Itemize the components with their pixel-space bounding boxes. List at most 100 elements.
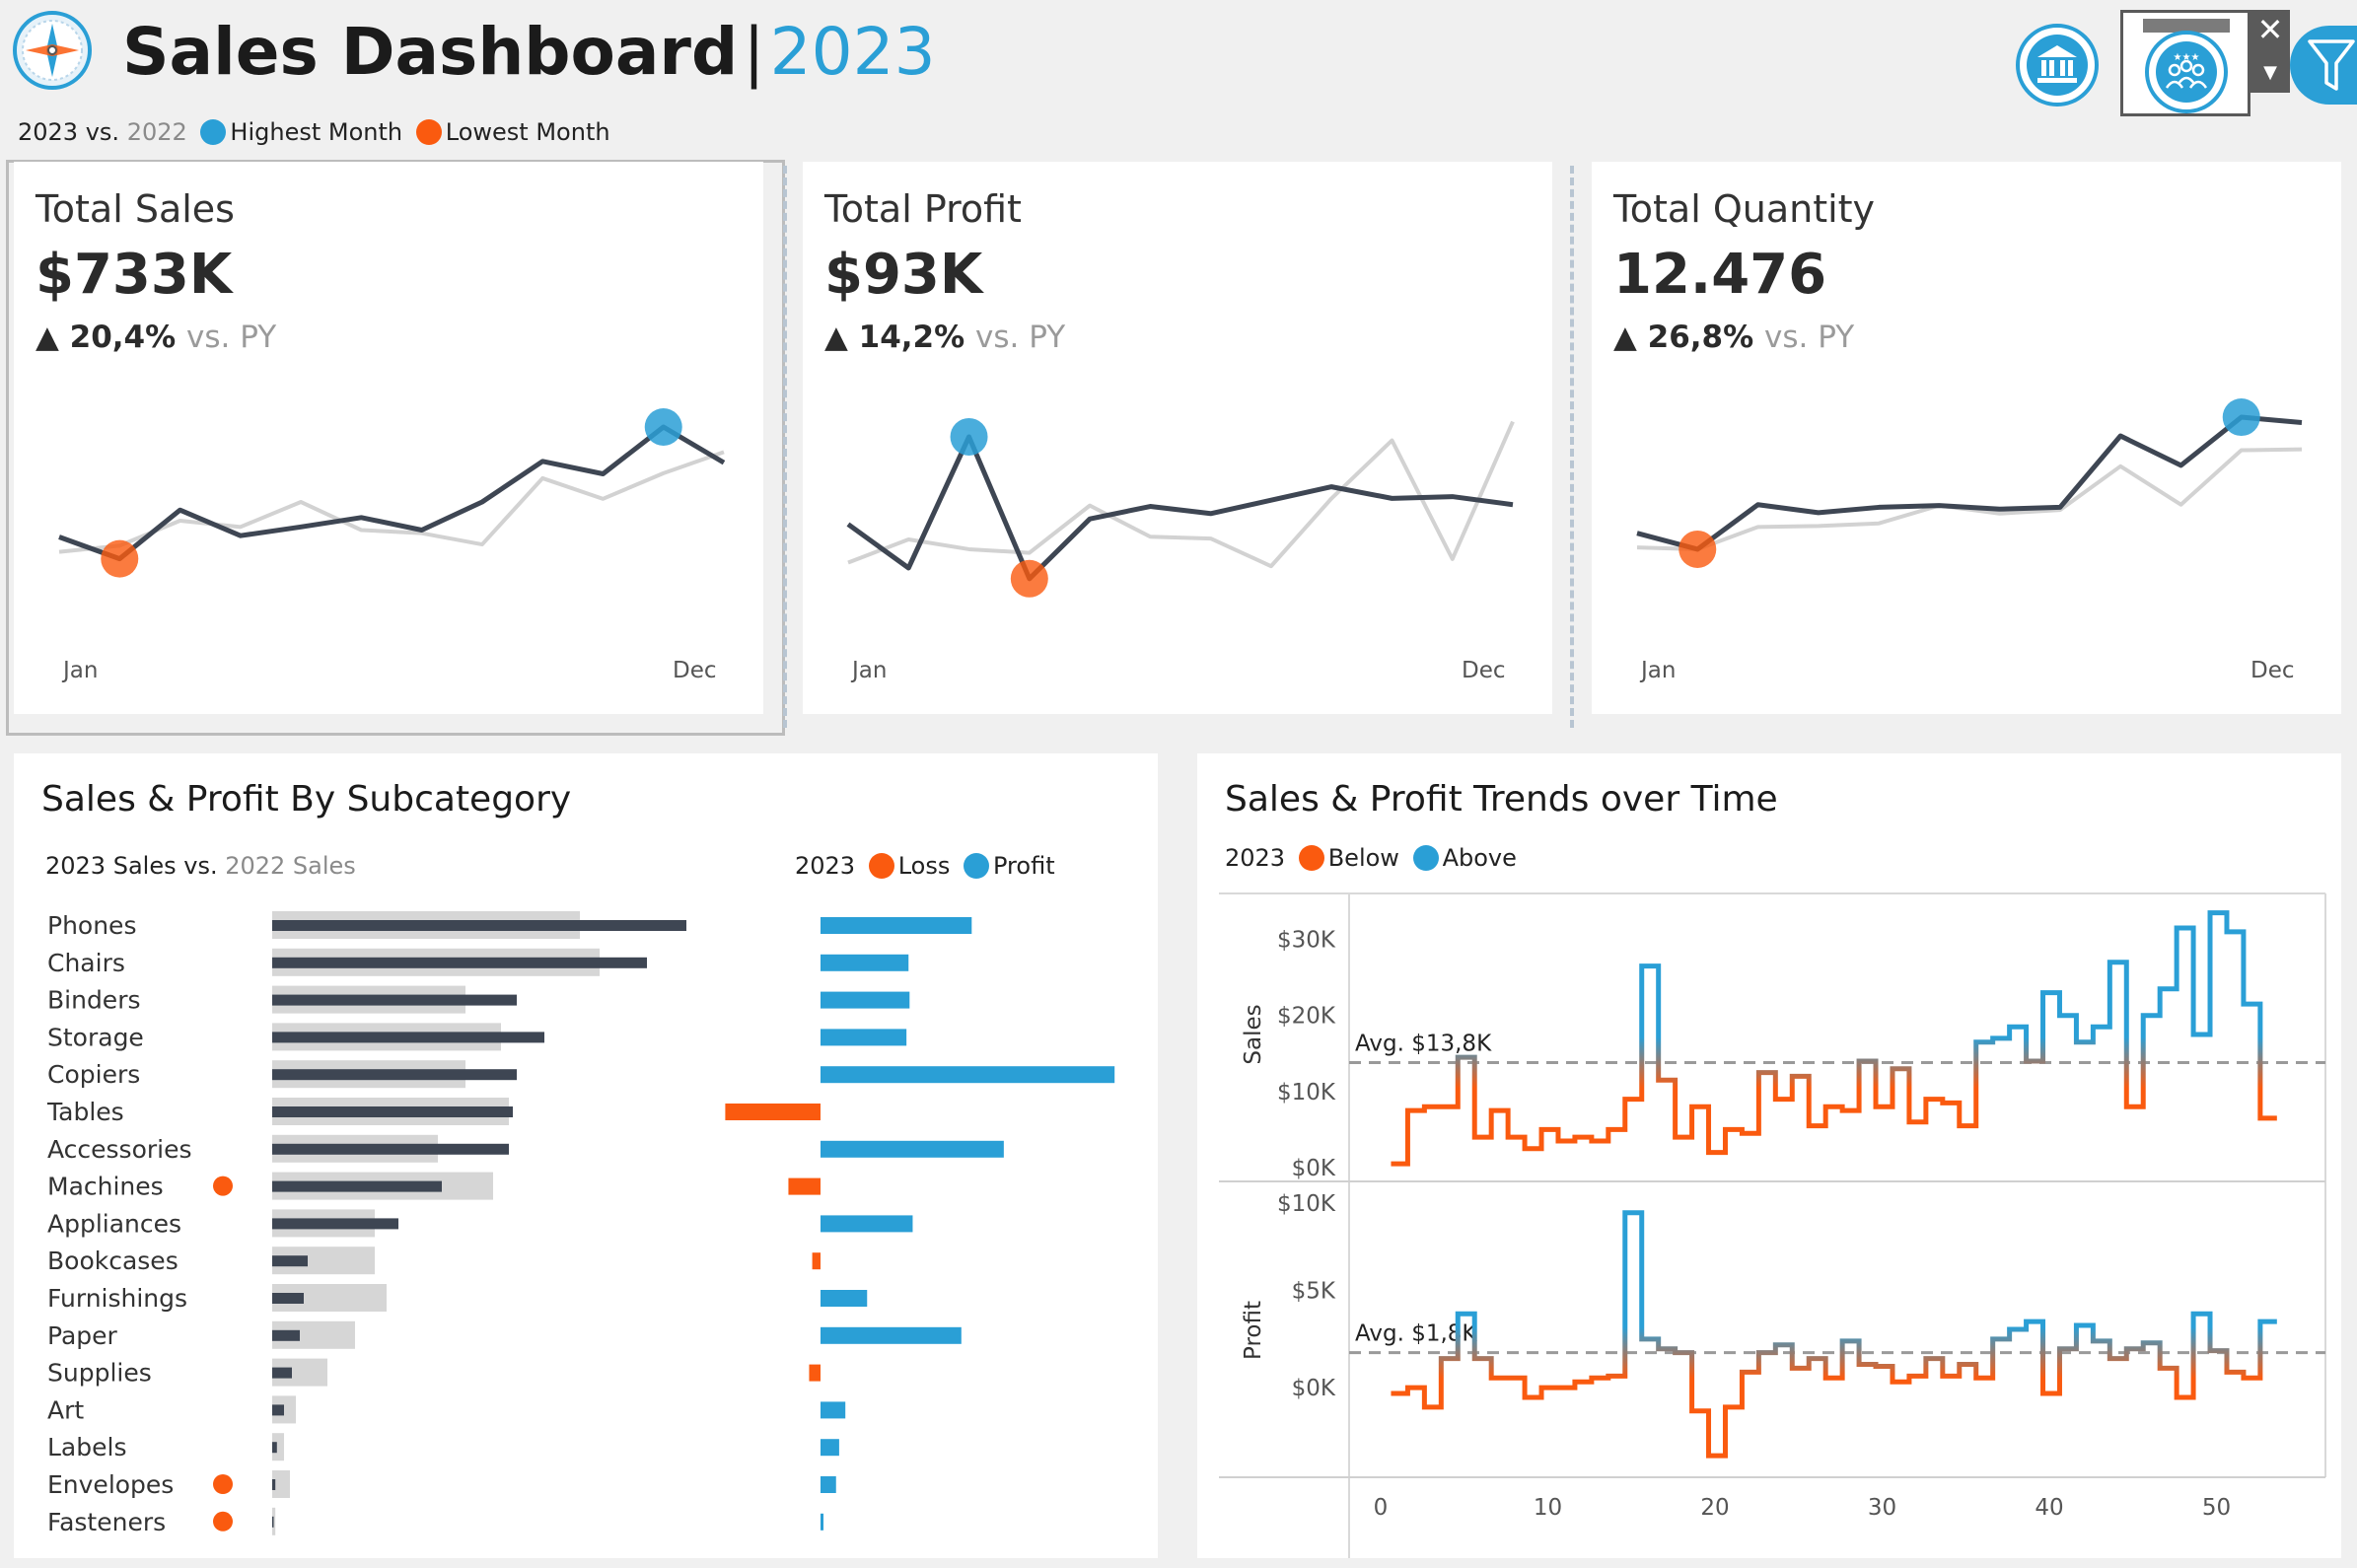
highest-month-marker [2222,398,2260,437]
x-tick-label: 20 [1700,1495,1729,1521]
legend-above: Above [1442,844,1517,872]
highest-month-dot-icon [200,119,227,145]
profit-bar [809,1364,821,1382]
close-icon[interactable]: ✕ [2256,11,2284,48]
profit-dot-icon [964,853,989,879]
kpi-label: Total Profit [824,187,1022,231]
current-sales-bar [272,1404,284,1416]
profit-bar [821,1029,907,1046]
legend-year: 2023 [795,852,856,880]
legend-year: 2023 [1225,844,1286,872]
kpi-value: $733K [36,243,233,307]
subcategory-label: Tables [46,1098,124,1126]
x-axis-start: Jan [63,658,99,683]
panel-grip[interactable] [2143,19,2230,33]
current-sales-bar [272,1329,300,1341]
subcategory-label: Appliances [47,1209,181,1238]
profit-bar [725,1104,821,1120]
above-dot-icon [1412,845,1439,871]
kpi-divider [783,166,787,728]
header-legend: 2023 vs. 2022 Highest Month Lowest Month [18,118,610,146]
subcategory-card: Sales & Profit By Subcategory 2023 Sales… [14,753,1158,1558]
legend-prior-sales: 2022 Sales [225,852,356,880]
page-title: Sales Dashboard [122,14,739,90]
current-sales-bar [272,1516,274,1528]
profit-bar [821,1326,962,1344]
kpi-profit-sparkline [846,417,1515,598]
subcategory-label: Chairs [47,949,125,977]
current-year-line [1636,414,2303,552]
current-sales-bar [272,1143,509,1155]
subcategory-label: Art [47,1395,84,1424]
lowest-month-marker [1010,559,1048,598]
kpi-change: ▲ 14,2% vs. PY [824,320,1065,355]
y-tick-label: $30K [1277,928,1336,954]
x-axis-end: Dec [1462,658,1506,683]
profit-bar [821,1401,846,1419]
current-sales-bar [272,1367,292,1379]
kpi-label: Total Sales [36,187,235,231]
kpi-vs-label: vs. PY [1763,320,1855,355]
kpi-vs-label: vs. PY [974,320,1066,355]
page-title-year: 2023 [769,14,936,90]
legend-current-year: 2023 [18,118,79,146]
x-axis-start: Jan [852,658,888,683]
people-icon[interactable]: ★★★ [2143,27,2230,113]
y-tick-label: $0K [1292,1156,1336,1181]
legend-below: Below [1327,844,1399,872]
kpi-card-quantity[interactable]: Total Quantity 12.476 ▲ 26,8% vs. PY Jan… [1592,162,2341,714]
up-arrow-icon: ▲ [36,320,59,355]
prior-sales-bar [272,1433,284,1461]
current-sales-bar [272,920,686,931]
subcategory-label: Bookcases [47,1247,179,1275]
lowest-month-marker [1678,530,1717,568]
svg-text:★★★: ★★★ [2174,52,2200,63]
lowest-month-marker [101,539,139,578]
compass-icon [13,11,92,90]
prior-year-line [1636,447,2303,551]
prior-sales-bar [272,1507,276,1535]
loss-dot-icon [868,853,894,879]
subcategory-label: Labels [47,1433,126,1461]
bank-icon[interactable] [2014,22,2101,108]
title-separator: | [743,14,765,90]
kpi-quantity-sparkline [1636,398,2303,568]
customer-filter-panel[interactable]: ★★★ [2120,10,2250,116]
kpi-divider [1570,166,1574,728]
profit-bar [821,954,909,971]
subcategory-label: Phones [47,911,136,940]
kpi-value: $93K [824,243,983,307]
y-tick-label: $20K [1277,1004,1336,1030]
kpi-card-profit[interactable]: Total Profit $93K ▲ 14,2% vs. PY Jan Dec [803,162,1552,714]
profit-legend: 2023 Loss Profit [795,852,1055,880]
kpi-card-sales[interactable]: Total Sales $733K ▲ 20,4% vs. PY Jan Dec [14,162,763,714]
current-sales-bar [272,1032,544,1043]
lowest-month-dot-icon [415,119,442,145]
chevron-down-icon[interactable]: ▼ [2263,62,2277,83]
subcategory-label: Envelopes [47,1470,174,1499]
profit-bar [821,1439,839,1457]
x-tick-label: 10 [1534,1495,1562,1521]
current-year-line [846,434,1514,582]
legend-lowest: Lowest Month [445,118,610,146]
kpi-sales-sparkline [58,408,726,578]
profit-bar [821,1476,836,1493]
subcategory-title: Sales & Profit By Subcategory [41,779,572,820]
legend-loss: Loss [897,852,951,880]
weekly-step-line [1391,910,2277,1167]
trends-chart: $0K $10K $20K $30K Sales Avg. $13,8K $0K $5K $10… [1219,892,2326,1558]
profit-bar [821,1215,913,1233]
filter-icon[interactable] [2290,26,2357,105]
kpi-label: Total Quantity [1613,187,1876,231]
subcategory-label: Fasteners [47,1508,166,1536]
trends-card: Sales & Profit Trends over Time 2023 Bel… [1197,753,2341,1558]
legend-profit: Profit [993,852,1055,880]
current-sales-bar [272,1479,276,1490]
y-tick-label: $0K [1292,1376,1336,1401]
profit-bar [821,1140,1004,1158]
subcategory-label: Accessories [47,1135,192,1164]
prior-year-line [847,420,1515,569]
current-sales-bar [272,994,517,1006]
trends-legend: 2023 Below Above [1225,844,1517,872]
legend-highest: Highest Month [230,118,403,146]
